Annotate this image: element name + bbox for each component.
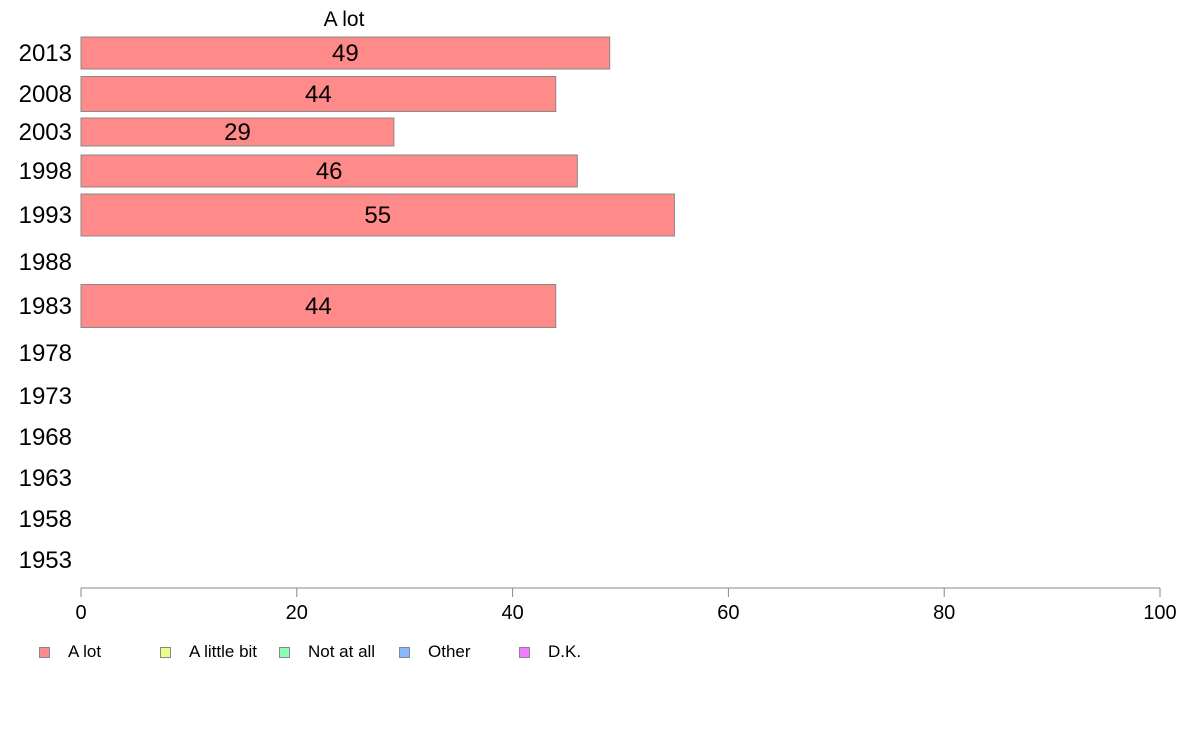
legend-item: A little bit [160,642,257,662]
bar-chart: A lot 2013 49 2008 44 2003 29 1998 46 1993 55 1988 1… [19,8,1177,624]
bar-value-label: 46 [316,158,343,185]
x-tick-label: 20 [286,602,308,624]
year-label: 1983 [19,293,72,320]
legend-swatch [279,646,290,658]
legend-swatch [399,646,410,658]
bar-value-label: 44 [305,81,332,108]
legend-label: D.K. [548,642,582,661]
legend-label: Not at all [308,642,376,661]
year-label: 1973 [19,383,72,410]
bar [80,117,395,147]
bar-value-label: 55 [364,202,391,229]
bar [80,284,557,328]
legend-swatch [519,646,530,658]
legend-item: Not at all [279,642,375,662]
legend-label: A little bit [189,642,258,661]
year-label: 1958 [19,506,72,533]
year-label: 1993 [19,202,72,229]
legend-item: Other [399,642,471,662]
x-tick-label: 60 [717,602,739,624]
x-tick-label: 40 [501,602,523,624]
year-label: 2013 [19,40,72,67]
series-header: A lot [324,8,365,31]
year-label: 2003 [19,119,72,146]
legend-swatch [160,646,171,658]
year-label: 1998 [19,158,72,185]
x-tick-label: 80 [933,602,955,624]
year-label: 1988 [19,249,72,276]
legend-label: A lot [68,642,102,661]
x-axis: 0 20 40 60 80 100 [75,587,1177,624]
bar [80,76,557,112]
year-label: 1953 [19,547,72,574]
bars-layer [80,36,675,328]
legend-item: A lot [39,642,101,662]
bar [80,193,675,237]
bar-value-label: 44 [305,293,332,320]
bar-value-label: 49 [332,40,359,67]
legend-item: D.K. [519,642,581,662]
legend-swatch [39,646,50,658]
x-tick-label: 0 [75,602,86,624]
year-label: 1978 [19,340,72,367]
year-label: 1968 [19,424,72,451]
year-label: 1963 [19,465,72,492]
bar [80,154,578,188]
bar-value-label: 29 [224,119,251,146]
bar [80,36,611,70]
legend-label: Other [428,642,471,661]
labels-layer: A lot 2013 49 2008 44 2003 29 1998 46 1993 55 1988 1… [19,8,391,574]
year-label: 2008 [19,81,72,108]
x-tick-label: 100 [1143,602,1176,624]
